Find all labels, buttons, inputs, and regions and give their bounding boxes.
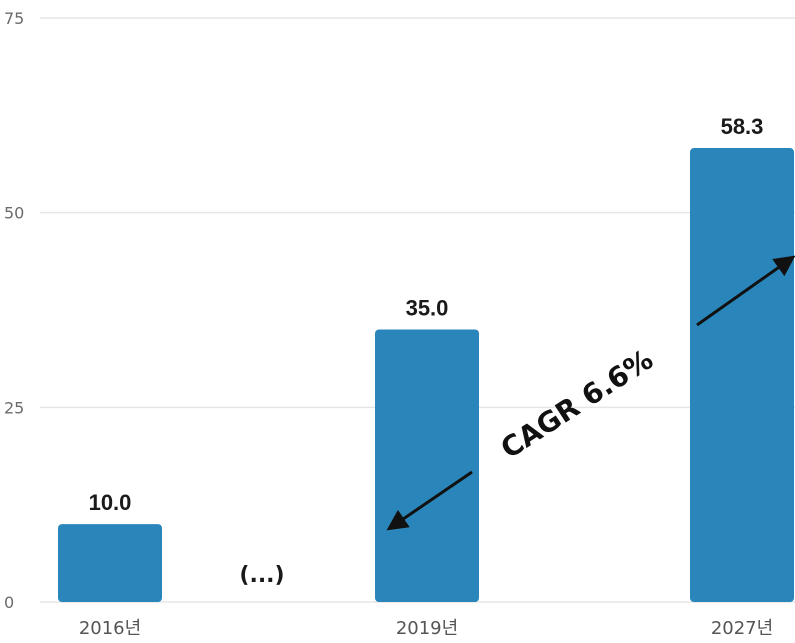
x-axis-labels: 2016년 2019년 2027년 [79,618,773,639]
x-tick-label: 2016년 [79,618,141,639]
bar [58,524,162,602]
bar [375,329,479,602]
data-label: 58.3 [721,114,764,139]
cagr-arrow-upper [696,255,795,327]
x-tick-label: 2027년 [711,618,773,639]
data-label: 10.0 [89,490,132,515]
bars [58,148,794,602]
bar [690,148,794,602]
y-tick-label: 75 [4,9,24,28]
y-axis-ticks: 0 25 50 75 [4,9,24,612]
gap-marker: (...) [239,563,284,588]
y-tick-label: 25 [4,398,24,417]
data-labels: 10.0 35.0 58.3 [89,114,764,515]
y-tick-label: 0 [4,593,14,612]
cagr-annotation: CAGR 6.6% [495,343,659,466]
data-label: 35.0 [406,295,449,320]
y-tick-label: 50 [4,204,24,223]
cagr-arrow-lower [386,470,473,531]
x-tick-label: 2019년 [396,618,458,639]
